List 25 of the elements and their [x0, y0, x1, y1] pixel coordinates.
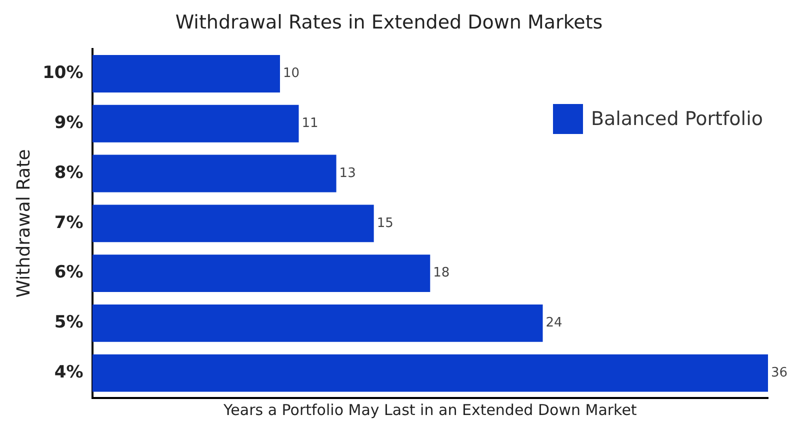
- bar: [92, 204, 374, 242]
- bar: [92, 104, 299, 142]
- data-label: 10: [282, 66, 300, 82]
- data-label: 15: [376, 216, 394, 231]
- y-axis-title: Withdrawal Rate: [13, 149, 34, 298]
- y-tick-label: 7%: [54, 212, 84, 233]
- bar: [92, 154, 336, 192]
- data-label: 24: [546, 316, 562, 331]
- y-tick-label: 8%: [54, 162, 84, 183]
- x-axis-title: Years a Portfolio May Last in an Extended Down Market: [222, 400, 637, 419]
- data-label: 18: [433, 266, 450, 281]
- y-tick-label: 4%: [54, 362, 84, 382]
- data-label: 13: [339, 166, 356, 181]
- bar: [92, 354, 768, 392]
- legend-label: Balanced Portfolio: [590, 108, 763, 130]
- y-tick-label: 6%: [54, 262, 84, 283]
- bar: [92, 55, 280, 92]
- data-label: 11: [302, 116, 318, 132]
- chart-title: Withdrawal Rates in Extended Down Markets: [175, 11, 603, 34]
- y-tick-label: 9%: [54, 113, 84, 134]
- y-tick-label: 10%: [42, 63, 84, 84]
- y-tick-label: 5%: [54, 312, 84, 333]
- data-label: 36: [771, 365, 788, 380]
- bar: [92, 304, 543, 342]
- bar: [92, 254, 430, 292]
